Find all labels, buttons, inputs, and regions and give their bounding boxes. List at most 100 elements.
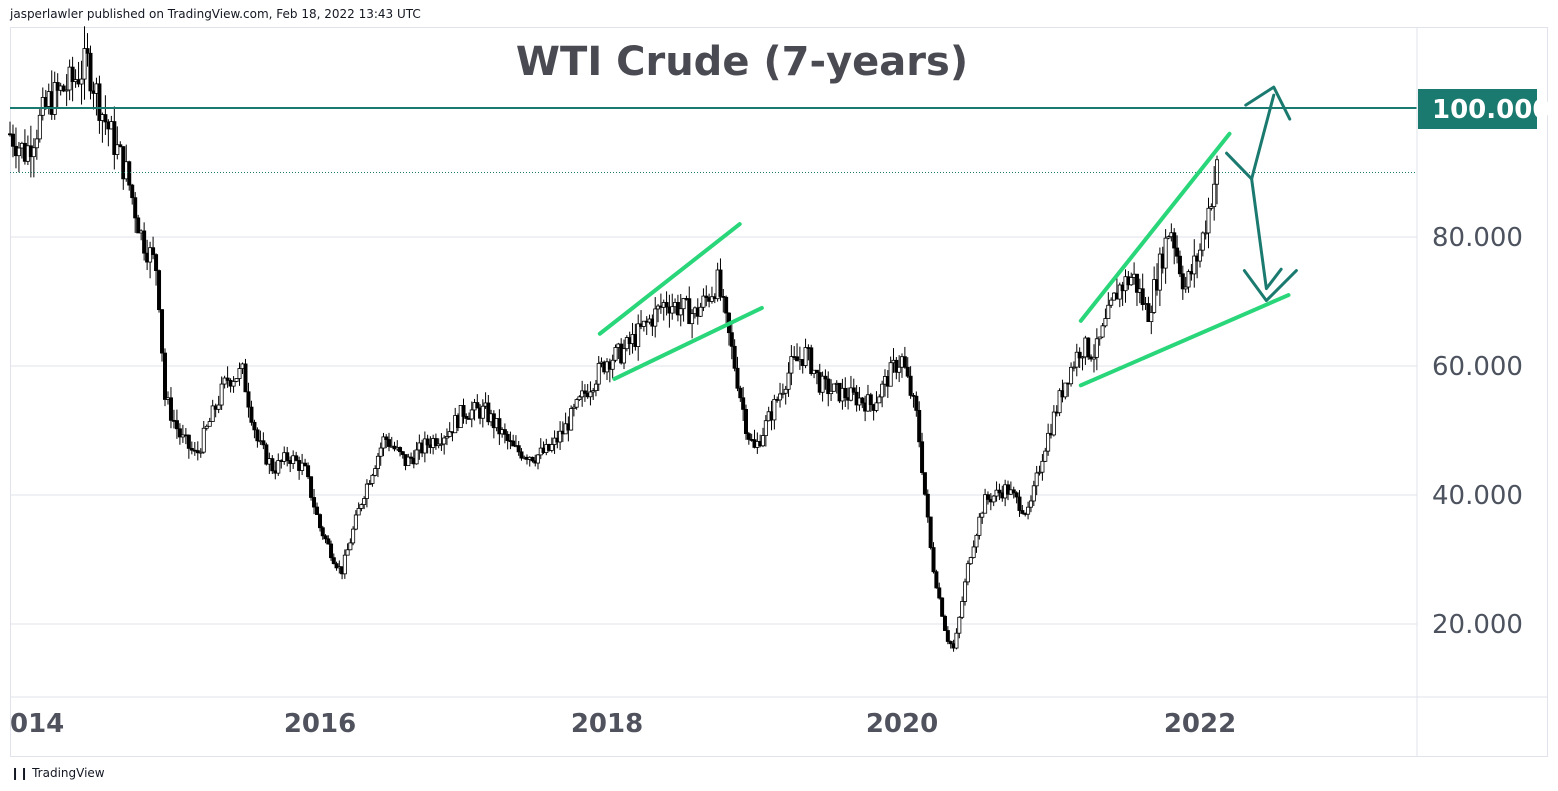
candle-body [1057,390,1062,414]
candle-body [681,298,686,310]
candle-body [516,445,521,453]
candle-body [985,494,990,500]
candle-body [198,451,203,454]
candle-body [306,465,311,478]
candle-body [348,542,353,551]
candle-body [204,425,209,429]
candle-body [917,409,922,443]
candle-body [497,418,502,435]
candle-body [317,514,322,529]
candle-body [735,367,740,389]
candle-body [103,114,108,123]
candle-body [1134,273,1139,293]
candle-body [897,366,902,373]
candle-body [925,493,930,518]
candle-body [1091,356,1096,360]
x-tick-label: 2022 [1164,709,1236,739]
candle-body [732,345,737,369]
candle-body [1017,496,1022,511]
candle-body [1152,279,1157,313]
candle-body [974,534,979,548]
candle-body [690,313,695,325]
candle-body [894,359,899,373]
candle-body [246,391,251,408]
candle-body [1063,382,1068,398]
candle-body [948,641,953,645]
candle-body [70,66,75,83]
candle-body [1177,255,1182,275]
bearish-arrow [1250,177,1283,291]
candle-body [905,366,910,377]
candle-body [571,406,576,409]
candle-body [115,144,120,155]
candle-body [168,397,173,421]
candle-body [1212,183,1217,207]
candle-body [16,147,21,157]
candle-body [1094,338,1099,358]
candle-body [1163,237,1168,269]
candle-body [112,121,117,155]
candle-body [326,538,331,545]
candle-body [359,504,364,509]
tradingview-footer[interactable]: ❙❙ TradingView [10,766,105,780]
candle-body [704,295,709,298]
candle-body [315,506,320,515]
candle-body [1106,304,1111,319]
y-tick-label: 60.000 [1432,352,1523,382]
candle-body [157,270,162,311]
candle-body [409,456,414,459]
candle-body [530,456,535,462]
candle-body [743,409,748,435]
candle-body [831,383,836,392]
candle-body [569,408,574,431]
candle-body [300,462,305,471]
candle-body [772,399,777,421]
level-label-100: 100.000 [1432,95,1550,125]
candle-body [738,387,743,399]
candle-body [505,433,510,441]
candle-body [331,557,336,565]
candle-body [345,549,350,556]
axis-layer: 20.000 40.000 60.000 80.000 014 2016 2018 2020 2… [10,28,1548,757]
candle-body [79,78,84,85]
candle-body [780,392,785,395]
candle-body [843,387,848,399]
x-tick-label: 2018 [571,709,643,739]
candle-body [1172,232,1177,249]
candle-body [207,421,212,427]
candle-body [1037,471,1042,474]
candle-body [1028,500,1033,508]
candle-body [64,89,69,92]
candle-body [34,138,39,149]
candle-body [829,390,834,395]
candle-body [1046,432,1051,452]
candle-body [928,516,933,548]
candle-body [809,347,814,374]
candle-body [1175,247,1180,257]
candle-body [980,512,985,518]
candle-body [920,441,925,473]
candle-body [356,508,361,516]
candle-body [851,387,856,393]
candle-body [1183,286,1188,290]
candle-body [1051,411,1056,436]
candle-body [1215,159,1220,185]
candle-body [353,514,358,530]
y-tick-label: 80.000 [1432,223,1523,253]
candle-body [386,439,391,447]
candle-body [1140,288,1145,305]
candle-body [502,429,507,435]
candle-body [362,498,367,505]
channel-2018-upper [597,222,742,336]
candle-body [820,375,825,393]
candle-body [860,397,865,404]
candle-body [746,433,751,440]
candle-body [622,348,627,364]
level-label-bg [1418,89,1537,129]
candle-body [189,447,194,451]
candle-body [1097,336,1102,340]
candle-body [698,306,703,317]
candles-layer [7,26,1220,652]
candle-body [442,437,447,445]
